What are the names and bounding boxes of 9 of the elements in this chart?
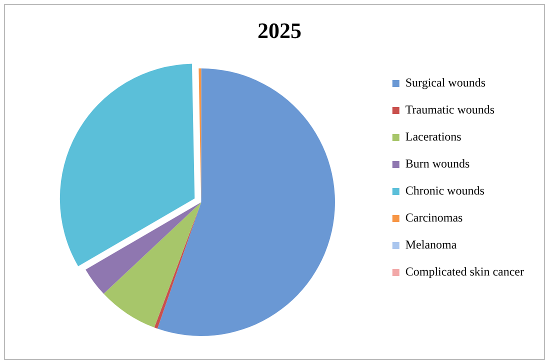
legend-label: Lacerations [405, 130, 462, 144]
legend-label: Complicated skin cancer [405, 264, 524, 279]
legend-label: Chronic wounds [405, 184, 485, 198]
chart-title: 2025 [258, 18, 302, 43]
legend-label: Traumatic wounds [405, 102, 495, 117]
legend-label: Carcinomas [405, 210, 464, 225]
legend-label: Surgical wounds [405, 76, 486, 90]
legend-label: Melanoma [405, 238, 458, 252]
legend-label: Burn wounds [405, 156, 470, 171]
